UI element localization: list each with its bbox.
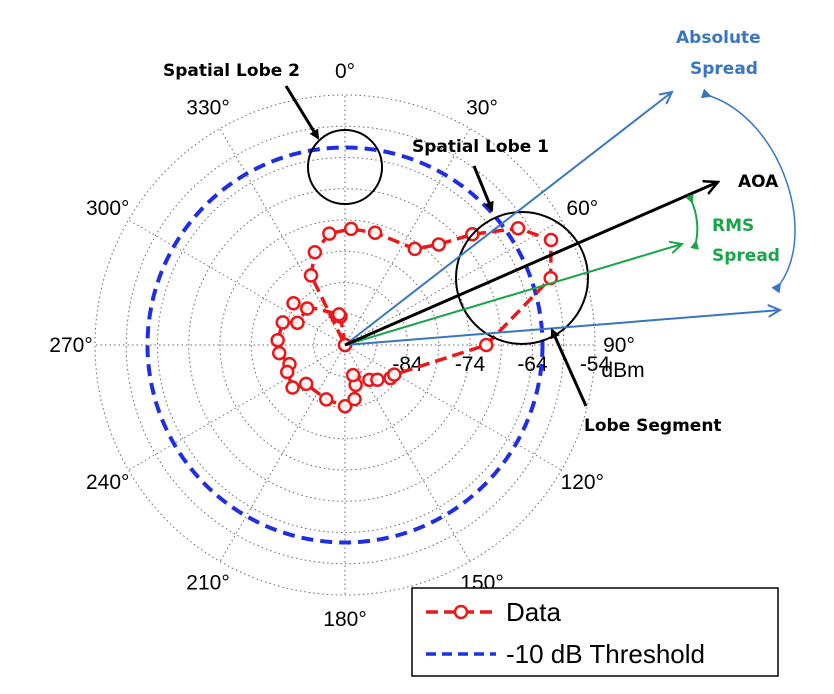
data-point	[305, 269, 317, 281]
angle-tick-label: 60°	[566, 197, 598, 220]
legend-threshold-label: -10 dB Threshold	[506, 639, 705, 669]
spatial-lobe-1-label: Spatial Lobe 1	[412, 137, 549, 157]
data-point	[277, 316, 289, 328]
data-point	[349, 393, 361, 405]
data-point	[480, 339, 492, 351]
aoa-arrow	[345, 182, 718, 345]
legend-data-label: Data	[506, 597, 561, 627]
data-point	[281, 366, 293, 378]
grid-spoke	[128, 220, 345, 345]
angle-tick-label: 240°	[86, 471, 129, 494]
angle-tick-label: 0°	[335, 60, 355, 83]
rms-spread-label-line1: RMS	[712, 216, 754, 236]
radial-tick-label: -74	[455, 353, 486, 376]
data-point	[345, 223, 357, 235]
data-point	[409, 243, 421, 255]
data-point	[347, 369, 359, 381]
spatial-lobe-1-pointer	[474, 166, 492, 210]
angle-tick-label: 30°	[466, 97, 498, 120]
absolute-spread-label-line2: Spread	[690, 59, 758, 79]
angle-tick-label: 210°	[186, 571, 229, 594]
angle-tick-label: 120°	[561, 471, 604, 494]
data-point	[309, 246, 321, 258]
data-point	[369, 227, 381, 239]
data-point	[300, 378, 312, 390]
data-point	[288, 297, 300, 309]
data-point	[320, 393, 332, 405]
radial-unit-label: dBm	[601, 359, 644, 382]
data-point	[545, 234, 557, 246]
rms-spread-arrow	[345, 244, 682, 345]
angle-tick-label: 330°	[186, 97, 229, 120]
spatial-lobe-2-label: Spatial Lobe 2	[163, 61, 300, 81]
aoa-label: AOA	[738, 172, 779, 192]
data-point	[433, 238, 445, 250]
rms-spread-arc	[692, 202, 697, 242]
data-point	[371, 374, 383, 386]
data-point	[512, 222, 524, 234]
data-point	[273, 347, 285, 359]
angle-tick-label: 180°	[323, 608, 366, 631]
absolute-spread-arrow-upper	[345, 92, 672, 345]
data-point	[388, 369, 400, 381]
data-point	[287, 381, 299, 393]
lobe-segment-label: Lobe Segment	[584, 416, 722, 436]
absolute-spread-label-line1: Absolute	[676, 28, 761, 48]
grid-spoke	[128, 345, 345, 470]
angle-tick-label: 270°	[49, 334, 92, 357]
angle-tick-label: 300°	[86, 197, 129, 220]
data-point	[291, 317, 303, 329]
data-series	[272, 222, 557, 412]
data-point	[333, 308, 345, 320]
legend: Data -10 dB Threshold	[412, 588, 778, 676]
legend-data-marker	[455, 606, 467, 618]
data-point	[301, 303, 313, 315]
data-point	[323, 228, 335, 240]
data-point	[272, 334, 284, 346]
spatial-lobe-2-pointer	[286, 86, 318, 138]
rms-spread-label-line2: Spread	[712, 246, 780, 266]
